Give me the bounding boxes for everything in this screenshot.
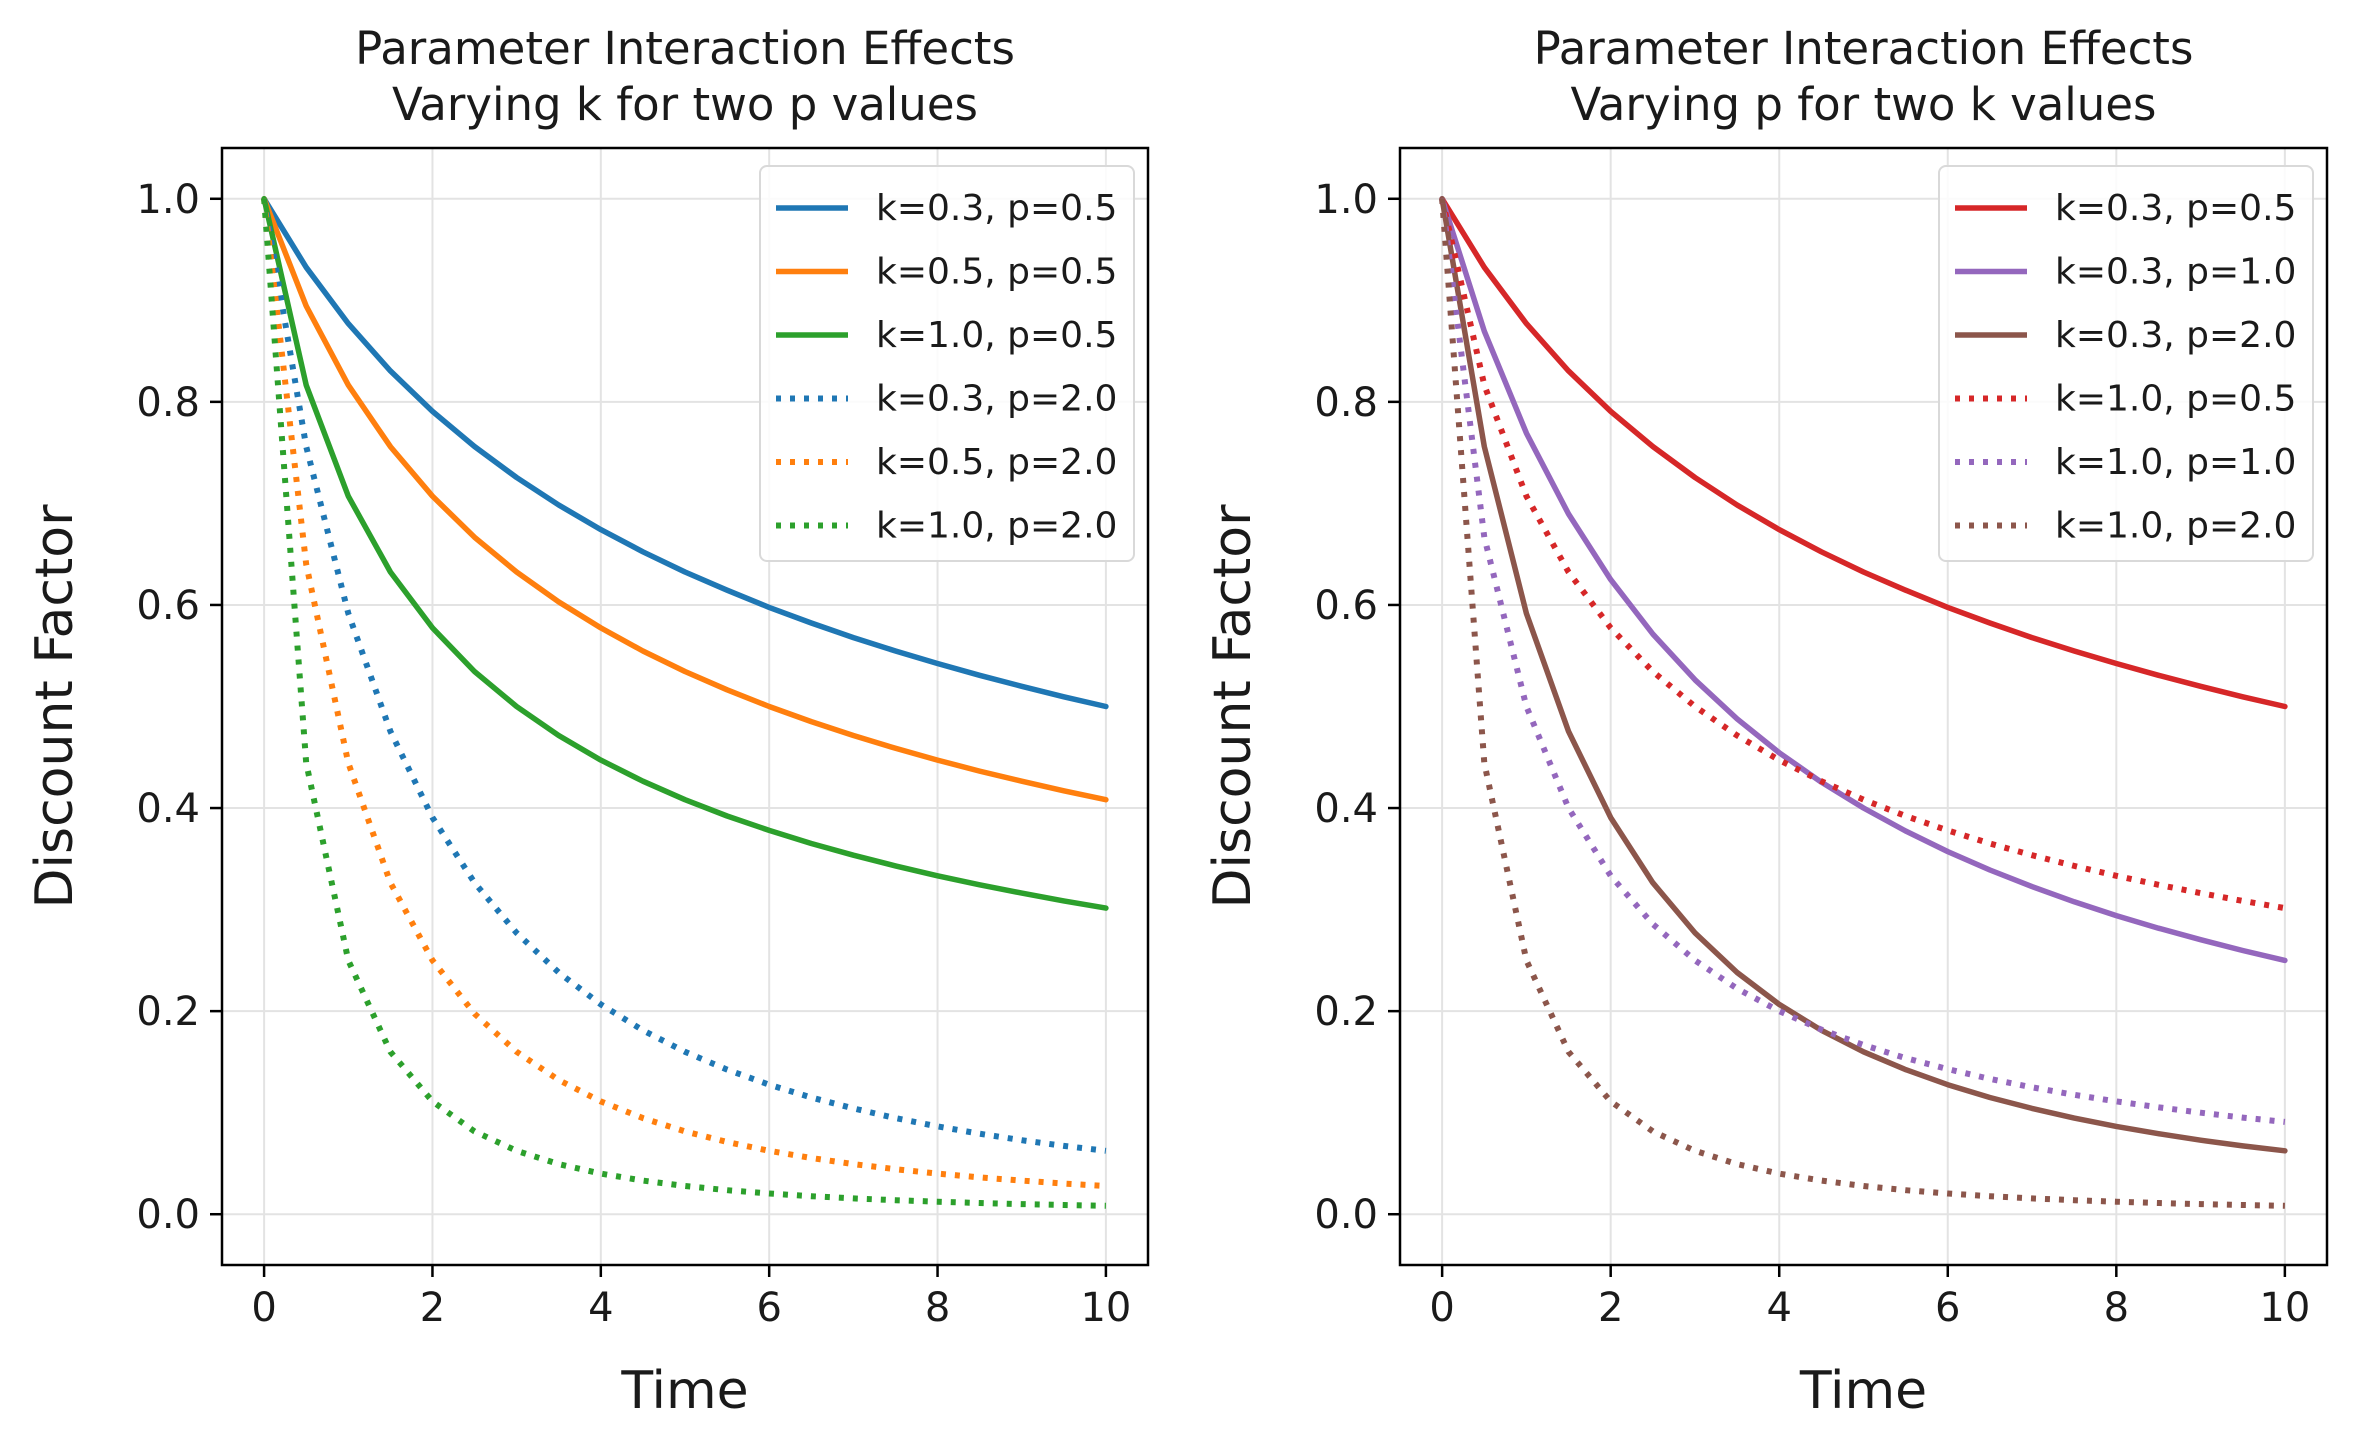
y-tick-label: 0.6 [1314, 583, 1378, 629]
legend-label: k=1.0, p=2.0 [2055, 506, 2296, 547]
x-tick-label: 6 [756, 1285, 781, 1331]
x-tick-label: 10 [2259, 1285, 2310, 1331]
series-line-k=0.3, p=0.5 [1439, 196, 2288, 710]
y-tick-label: 0.0 [1314, 1192, 1378, 1238]
legend-box [1938, 165, 2314, 562]
x-tick-label: 6 [1935, 1285, 1960, 1331]
x-tick-label: 0 [1429, 1285, 1454, 1331]
legend-label: k=0.5, p=2.0 [876, 442, 1117, 483]
x-axis-label: Time [1799, 1361, 1927, 1421]
x-tick-label: 0 [251, 1285, 276, 1331]
x-axis-label: Time [620, 1361, 748, 1421]
chart-title-line: Varying p for two k values [1571, 78, 2157, 131]
plot-frame [220, 146, 1150, 1267]
y-axis-label: Discount Factor [1203, 504, 1263, 909]
legend-label: k=1.0, p=0.5 [2055, 379, 2296, 420]
legend-label: k=1.0, p=2.0 [876, 506, 1117, 547]
plot-frame [1398, 146, 2329, 1267]
chart-title: Parameter Interaction Effects Varying p f… [1534, 22, 2194, 131]
x-tick-label: 4 [588, 1285, 613, 1331]
series-line-k=0.3, p=1.0 [1439, 196, 2288, 964]
y-tick-label: 1.0 [1314, 177, 1378, 223]
y-tick-label: 0.0 [136, 1192, 200, 1238]
y-tick-label: 0.6 [136, 583, 200, 629]
series-line-k=0.3, p=2.0 [1439, 196, 2288, 1154]
series-line-k=0.3, p=0.5 [261, 196, 1109, 710]
chart-panel-2: 0 2 4 6 8 10 0.0 0.2 0.4 0.6 0.8 1.0 Time Discount Fa… [1203, 22, 2329, 1421]
y-tick-label: 0.8 [1314, 380, 1378, 426]
x-tick-label: 4 [1767, 1285, 1792, 1331]
y-tick-label: 0.2 [1314, 989, 1378, 1035]
chart-title-line: Parameter Interaction Effects [355, 22, 1015, 75]
x-tick-label: 2 [1598, 1285, 1623, 1331]
chart-title-line: Parameter Interaction Effects [1534, 22, 2194, 75]
legend-label: k=0.3, p=2.0 [2055, 315, 2296, 356]
legend-label: k=0.3, p=2.0 [876, 379, 1117, 420]
y-tick-label: 1.0 [136, 177, 200, 223]
legend-label: k=1.0, p=1.0 [2055, 442, 2296, 483]
legend-label: k=0.3, p=0.5 [876, 188, 1117, 229]
legend-label: k=0.5, p=0.5 [876, 252, 1117, 293]
series-line-k=0.3, p=2.0 [261, 198, 1107, 1154]
legend-label: k=1.0, p=0.5 [876, 315, 1117, 356]
series-line-k=1.0, p=2.0 [261, 198, 1106, 1209]
series-line-k=1.0, p=0.5 [1439, 198, 2286, 912]
series-line-k=0.5, p=0.5 [261, 196, 1109, 803]
y-axis-label: Discount Factor [25, 504, 85, 909]
x-tick-label: 10 [1080, 1285, 1131, 1331]
y-tick-label: 0.4 [136, 786, 200, 832]
series-line-k=1.0, p=0.5 [261, 196, 1109, 911]
legend-label: k=0.3, p=1.0 [2055, 252, 2296, 293]
legend-label: k=0.3, p=0.5 [2055, 188, 2296, 229]
x-tick-label: 8 [2104, 1285, 2129, 1331]
chart-title-line: Varying k for two p values [392, 78, 978, 131]
chart-title: Parameter Interaction Effects Varying k f… [355, 22, 1015, 131]
series-line-k=1.0, p=1.0 [1439, 198, 2286, 1125]
legend-box [759, 165, 1135, 562]
x-tick-label: 2 [420, 1285, 445, 1331]
x-tick-label: 8 [925, 1285, 950, 1331]
chart-panel-1: 0 2 4 6 8 10 0.0 0.2 0.4 0.6 0.8 1.0 Time Discount Fa… [25, 22, 1150, 1421]
y-tick-label: 0.4 [1314, 786, 1378, 832]
y-tick-label: 0.2 [136, 989, 200, 1035]
series-line-k=1.0, p=2.0 [1439, 198, 2285, 1209]
y-tick-label: 0.8 [136, 380, 200, 426]
